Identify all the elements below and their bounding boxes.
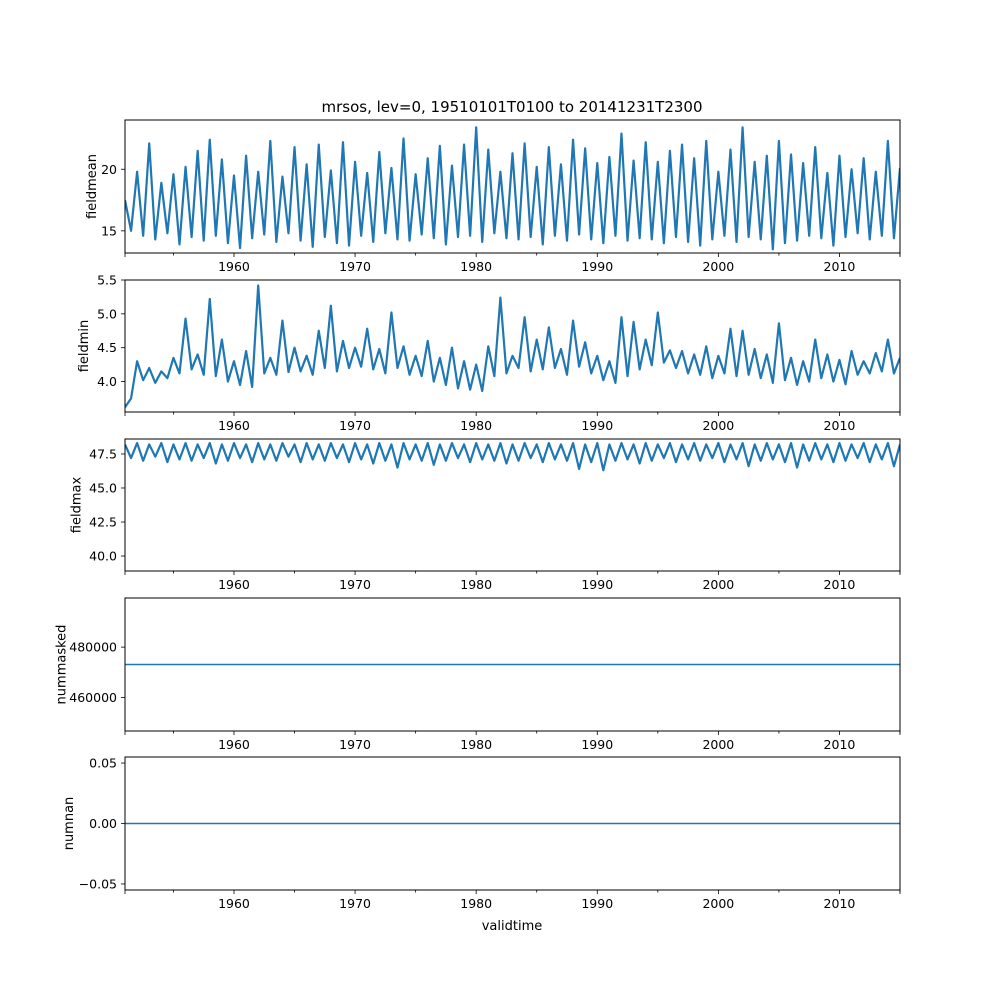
y-tick-label: 4.5 [97, 340, 117, 355]
x-tick-label: 1970 [339, 896, 371, 911]
panel-nummasked: 1960 1970 1980 1990 2000 2010 460000 480000numm… [54, 597, 901, 752]
x-tick-label: 1960 [218, 737, 250, 752]
series-line-fieldmean [125, 126, 900, 251]
y-tick-label: 42.5 [89, 515, 117, 530]
x-tick-label: 1990 [581, 577, 613, 592]
axes-frame-fieldmean [124, 119, 901, 254]
y-tick-label: 20 [101, 162, 117, 177]
x-tick-label: 1990 [581, 896, 613, 911]
axes-frame-fieldmax [124, 438, 901, 572]
y-axis-label-fieldmean: fieldmean [85, 154, 100, 219]
y-tick-label: 0.00 [89, 816, 117, 831]
x-tick-label: 1990 [581, 737, 613, 752]
axes-frame-fieldmin [124, 279, 901, 413]
x-tick-label: 2000 [702, 896, 734, 911]
x-tick-label: 1990 [581, 418, 613, 433]
y-tick-label: 460000 [69, 690, 117, 705]
y-tick-label: 5.5 [97, 273, 117, 288]
x-tick-label: 1980 [460, 737, 492, 752]
y-tick-label: 47.5 [89, 446, 117, 461]
y-tick-label: −0.05 [79, 876, 117, 891]
y-tick-label: 40.0 [89, 549, 117, 564]
x-tick-label: 1980 [460, 259, 492, 274]
y-tick-label: 0.05 [89, 756, 117, 771]
x-axis-label: validtime [482, 919, 543, 934]
x-tick-label: 1970 [339, 418, 371, 433]
x-tick-label: 1980 [460, 418, 492, 433]
y-axis-label-numnan: numnan [62, 797, 77, 851]
x-tick-label: 2010 [824, 577, 856, 592]
x-tick-label: 1990 [581, 259, 613, 274]
x-tick-label: 2000 [702, 577, 734, 592]
x-tick-label: 2000 [702, 418, 734, 433]
y-axis-label-fieldmax: fieldmax [70, 477, 85, 534]
series-line-fieldmin [125, 284, 900, 408]
y-tick-label: 480000 [69, 640, 117, 655]
x-tick-label: 1960 [218, 577, 250, 592]
x-tick-label: 1970 [339, 577, 371, 592]
x-tick-label: 2010 [824, 259, 856, 274]
y-axis-label-fieldmin: fieldmin [77, 320, 92, 373]
panel-numnan: 1960 1970 1980 1990 2000 2010 −0.05 0.00 0.05 num… [62, 756, 901, 911]
y-tick-label: 15 [101, 223, 117, 238]
series-line-fieldmax [125, 441, 900, 472]
panel-fieldmin: 1960 1970 1980 1990 2000 2010 4.0 4.5 5.0 5.5 fiel… [77, 273, 901, 433]
y-tick-label: 5.0 [97, 306, 117, 321]
panel-fieldmax: 1960 1970 1980 1990 2000 2010 40.0 42.5 45.0 47.5… [70, 438, 901, 592]
x-tick-label: 1970 [339, 259, 371, 274]
panels: 1960 1970 1980 1990 2000 20101520fieldmean196… [54, 119, 901, 911]
y-tick-label: 4.0 [97, 374, 117, 389]
x-tick-label: 2000 [702, 737, 734, 752]
x-tick-label: 2010 [824, 418, 856, 433]
x-tick-label: 1970 [339, 737, 371, 752]
y-tick-label: 45.0 [89, 480, 117, 495]
x-tick-label: 1980 [460, 577, 492, 592]
x-tick-label: 2010 [824, 896, 856, 911]
axes-frame-nummasked [124, 597, 901, 732]
figure-title: mrsos, lev=0, 19510101T0100 to 20141231T… [321, 98, 702, 116]
x-tick-label: 2000 [702, 259, 734, 274]
x-tick-label: 1980 [460, 896, 492, 911]
x-tick-label: 1960 [218, 259, 250, 274]
x-tick-label: 1960 [218, 418, 250, 433]
y-axis-label-nummasked: nummasked [54, 625, 69, 705]
x-tick-label: 2010 [824, 737, 856, 752]
x-tick-label: 1960 [218, 896, 250, 911]
